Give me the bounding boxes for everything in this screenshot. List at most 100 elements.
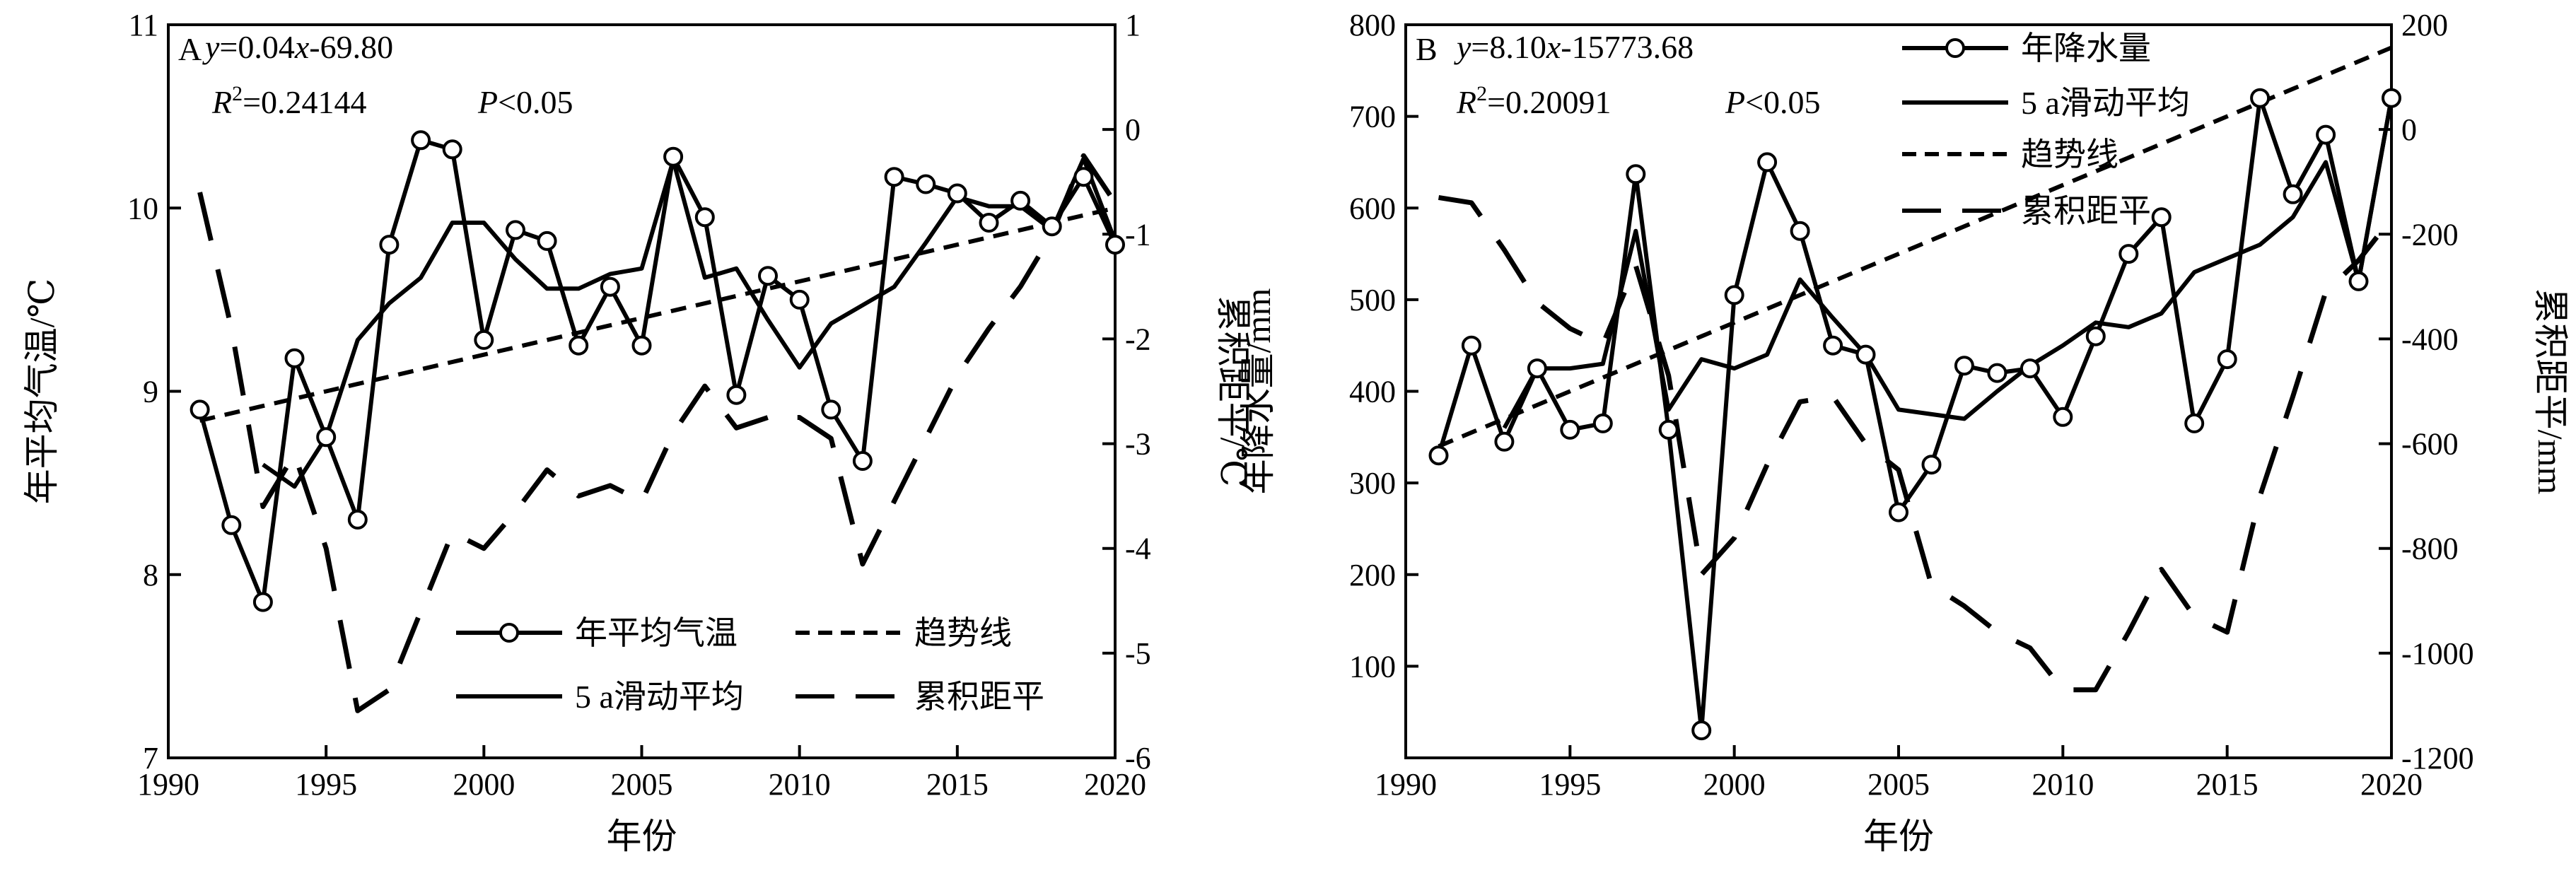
data-point	[537, 230, 557, 251]
y-tick-label: 200	[1349, 558, 1396, 592]
data-point	[821, 399, 841, 420]
legend-label: 累积距平	[914, 679, 1044, 715]
y2-tick-label: 0	[1125, 112, 1141, 147]
data-point	[884, 167, 904, 187]
data-point	[852, 451, 873, 471]
data-point	[2250, 88, 2271, 108]
data-point	[1987, 363, 2007, 383]
x-tick-label: 2000	[1703, 767, 1766, 802]
data-point	[2348, 271, 2369, 291]
data-point	[947, 183, 967, 204]
y-tick-label: 300	[1349, 466, 1396, 501]
data-point	[442, 139, 462, 160]
y-tick-label: 400	[1349, 375, 1396, 409]
equation-const: -69.80	[309, 29, 393, 65]
data-point	[979, 213, 999, 233]
r-squared: R2=0.24144	[211, 82, 367, 120]
data-point	[1658, 419, 1679, 440]
data-point	[2119, 244, 2139, 264]
data-point	[2283, 184, 2303, 204]
r2-symbol: R	[211, 84, 232, 120]
data-point	[2217, 349, 2237, 370]
x-tick-label: 1990	[137, 767, 199, 802]
y2-tick-label: -2	[1125, 322, 1151, 356]
p-value: P<0.05	[477, 84, 573, 120]
x-tick-label: 1995	[295, 767, 357, 802]
x-tick-label: 2000	[453, 767, 515, 802]
data-point	[379, 235, 400, 255]
data-point	[1105, 235, 1125, 255]
p-rest: <0.05	[1745, 84, 1820, 120]
series-line-1	[1502, 98, 2394, 429]
y2-tick-label: -3	[1125, 427, 1151, 462]
data-point	[1889, 502, 1908, 522]
x-axis-label: 年份	[1863, 817, 1934, 856]
data-point	[1954, 356, 1974, 376]
x-tick-label: 2015	[926, 767, 989, 802]
p-symbol: P	[1725, 84, 1745, 120]
legend: 年平均气温 趋势线 5 a滑动平均 累积距平	[456, 615, 1044, 715]
y-tick-label: 10	[127, 191, 158, 226]
legend-label: 累积距平	[2021, 193, 2151, 229]
series-line-3	[1438, 194, 2394, 693]
data-point	[694, 207, 715, 228]
data-point	[506, 220, 525, 240]
data-point	[2151, 207, 2172, 228]
y2-tick-label: 200	[2401, 8, 2448, 42]
data-point	[252, 592, 273, 612]
data-point	[1855, 344, 1876, 365]
data-point	[1527, 358, 1547, 379]
y-tick-label: 8	[143, 558, 158, 592]
data-point	[789, 289, 810, 310]
y-axis-label: 年平均气温/℃	[22, 279, 62, 505]
y2-tick-label: -1200	[2401, 741, 2474, 776]
data-point	[916, 174, 936, 194]
p-value: P<0.05	[1725, 84, 1821, 120]
data-point	[1073, 167, 1094, 187]
y2-tick-label: -4	[1125, 532, 1151, 566]
data-point	[1757, 152, 1778, 172]
x-axis-label: 年份	[607, 817, 677, 856]
data-point	[1428, 445, 1449, 466]
panel-label: A	[178, 31, 202, 67]
data-point	[2316, 124, 2336, 145]
data-point	[758, 266, 778, 286]
data-point	[347, 510, 368, 530]
x-tick-label: 2005	[1867, 767, 1930, 802]
y-axis-label: 年降水量/mm	[1238, 288, 1278, 495]
y2-tick-label: -5	[1125, 636, 1151, 671]
data-point	[1724, 285, 1744, 305]
legend-label: 5 a滑动平均	[575, 679, 744, 715]
series-line-2	[1438, 45, 2393, 449]
y2-tick-label: -800	[2401, 532, 2459, 566]
r2-value: =0.20091	[1487, 84, 1611, 120]
data-point	[1010, 190, 1031, 211]
legend-label: 趋势线	[2021, 136, 2119, 172]
x-tick-label: 2005	[611, 767, 673, 802]
x-tick-label: 1990	[1375, 767, 1437, 802]
p-rest: <0.05	[498, 84, 573, 120]
data-point	[2382, 88, 2401, 108]
equation-const: -15773.68	[1561, 29, 1694, 65]
x-tick-label: 2010	[769, 767, 831, 802]
data-point	[1592, 413, 1613, 433]
y2-tick-label: 1	[1125, 8, 1141, 42]
equation-coef: =8.10	[1471, 29, 1546, 65]
regression-equation: y=8.10x-15773.68	[1454, 29, 1694, 65]
data-point	[1790, 221, 1810, 241]
data-point	[1560, 419, 1580, 440]
series-line-3	[197, 153, 1117, 713]
r2-value: =0.24144	[243, 84, 366, 120]
r2-superscript: 2	[232, 82, 243, 105]
legend-label: 年降水量	[2021, 30, 2151, 66]
legend-marker	[499, 623, 519, 643]
equation-y: y	[1454, 29, 1471, 65]
chart-panel-a: 1990 1995 2000 2005 2010 2015 20207891011-6-5-…	[22, 8, 1253, 856]
panel-label: B	[1416, 31, 1438, 67]
data-point	[316, 427, 337, 448]
data-point	[2053, 407, 2073, 427]
r2-symbol: R	[1456, 84, 1476, 120]
y-tick-label: 500	[1349, 283, 1396, 317]
equation-y: y	[202, 29, 220, 65]
